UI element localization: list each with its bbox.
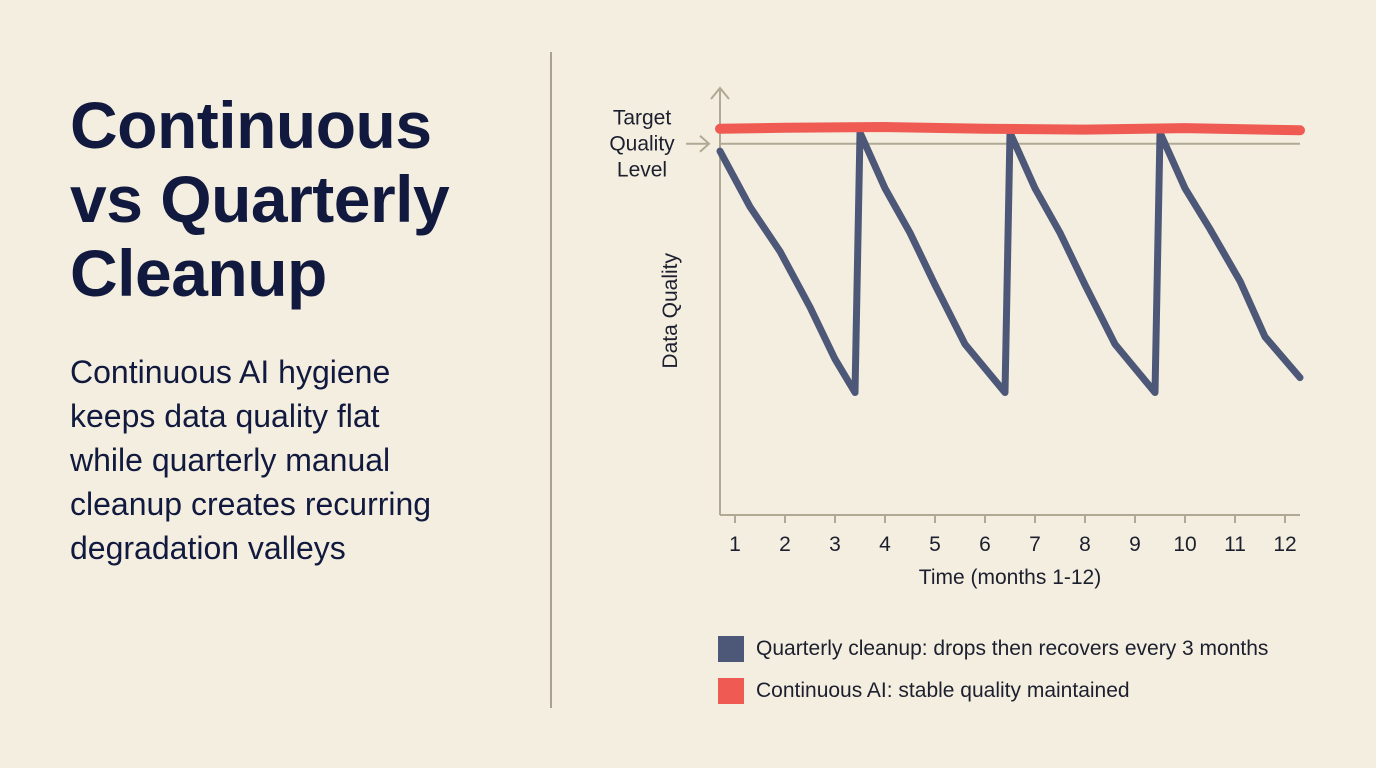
target-label-line: Target (613, 107, 672, 130)
x-tick-label: 4 (879, 533, 891, 556)
x-tick-label: 11 (1224, 533, 1246, 556)
legend-label-continuous: Continuous AI: stable quality maintained (756, 679, 1130, 702)
series-line-continuous (715, 122, 1305, 136)
legend-swatch-continuous (718, 678, 744, 704)
description-line: degradation valleys (70, 530, 346, 566)
description: Continuous AI hygiene keeps data quality… (70, 350, 530, 570)
legend-swatch-quarterly (718, 636, 744, 662)
text-panel: Continuous vs Quarterly Cleanup Continuo… (70, 88, 530, 570)
x-tick-label: 7 (1029, 533, 1041, 556)
headline: Continuous vs Quarterly Cleanup (70, 88, 530, 310)
description-line: while quarterly manual (70, 442, 391, 478)
legend-item-quarterly: Quarterly cleanup: drops then recovers e… (718, 635, 1268, 663)
headline-line: Continuous (70, 88, 432, 162)
y-axis-arrow (710, 86, 730, 100)
legend-item-continuous: Continuous AI: stable quality maintained (718, 677, 1130, 705)
x-tick-label: 9 (1129, 533, 1141, 556)
x-tick-label: 8 (1079, 533, 1091, 556)
target-pointer-arrow (699, 134, 711, 153)
target-label-line: Level (617, 159, 667, 182)
description-line: cleanup creates recurring (70, 486, 432, 522)
legend-label-quarterly: Quarterly cleanup: drops then recovers e… (756, 637, 1269, 660)
x-tick-label: 1 (729, 533, 741, 556)
x-tick-label: 12 (1273, 533, 1296, 556)
x-axis-label: Time (months 1-12) (919, 566, 1101, 589)
series-line-quarterly (716, 129, 1304, 396)
description-line: Continuous AI hygiene (70, 354, 391, 390)
headline-line: Cleanup (70, 236, 327, 310)
description-line: keeps data quality flat (70, 398, 380, 434)
x-tick-label: 10 (1173, 533, 1196, 556)
x-tick-label: 3 (829, 533, 841, 556)
headline-line: vs Quarterly (70, 162, 450, 236)
y-axis-label: Data Quality (659, 253, 682, 369)
target-label-line: Quality (609, 133, 675, 156)
panel-divider (550, 52, 552, 708)
x-tick-label: 5 (929, 533, 941, 556)
x-tick-label: 2 (779, 533, 791, 556)
x-tick-label: 6 (979, 533, 991, 556)
